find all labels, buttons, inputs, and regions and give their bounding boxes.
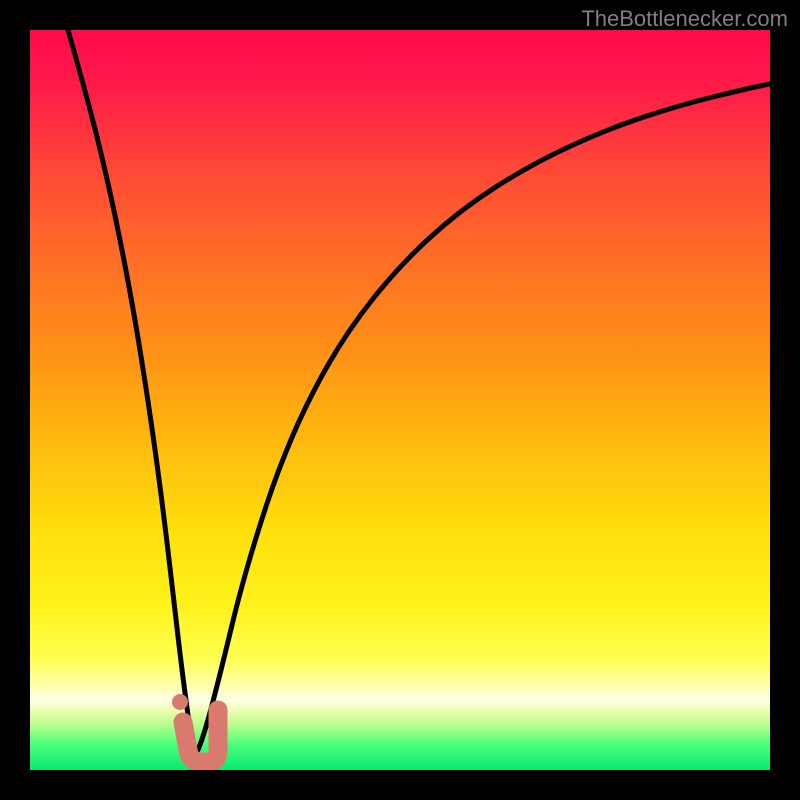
curves-layer <box>30 30 770 770</box>
chart-container: TheBottlenecker.com <box>0 0 800 800</box>
curve-left-spike <box>68 30 194 750</box>
watermark-text: TheBottlenecker.com <box>581 6 788 32</box>
curve-right-curve <box>198 84 770 750</box>
plot-area <box>30 30 770 770</box>
marker-dot <box>172 694 188 710</box>
